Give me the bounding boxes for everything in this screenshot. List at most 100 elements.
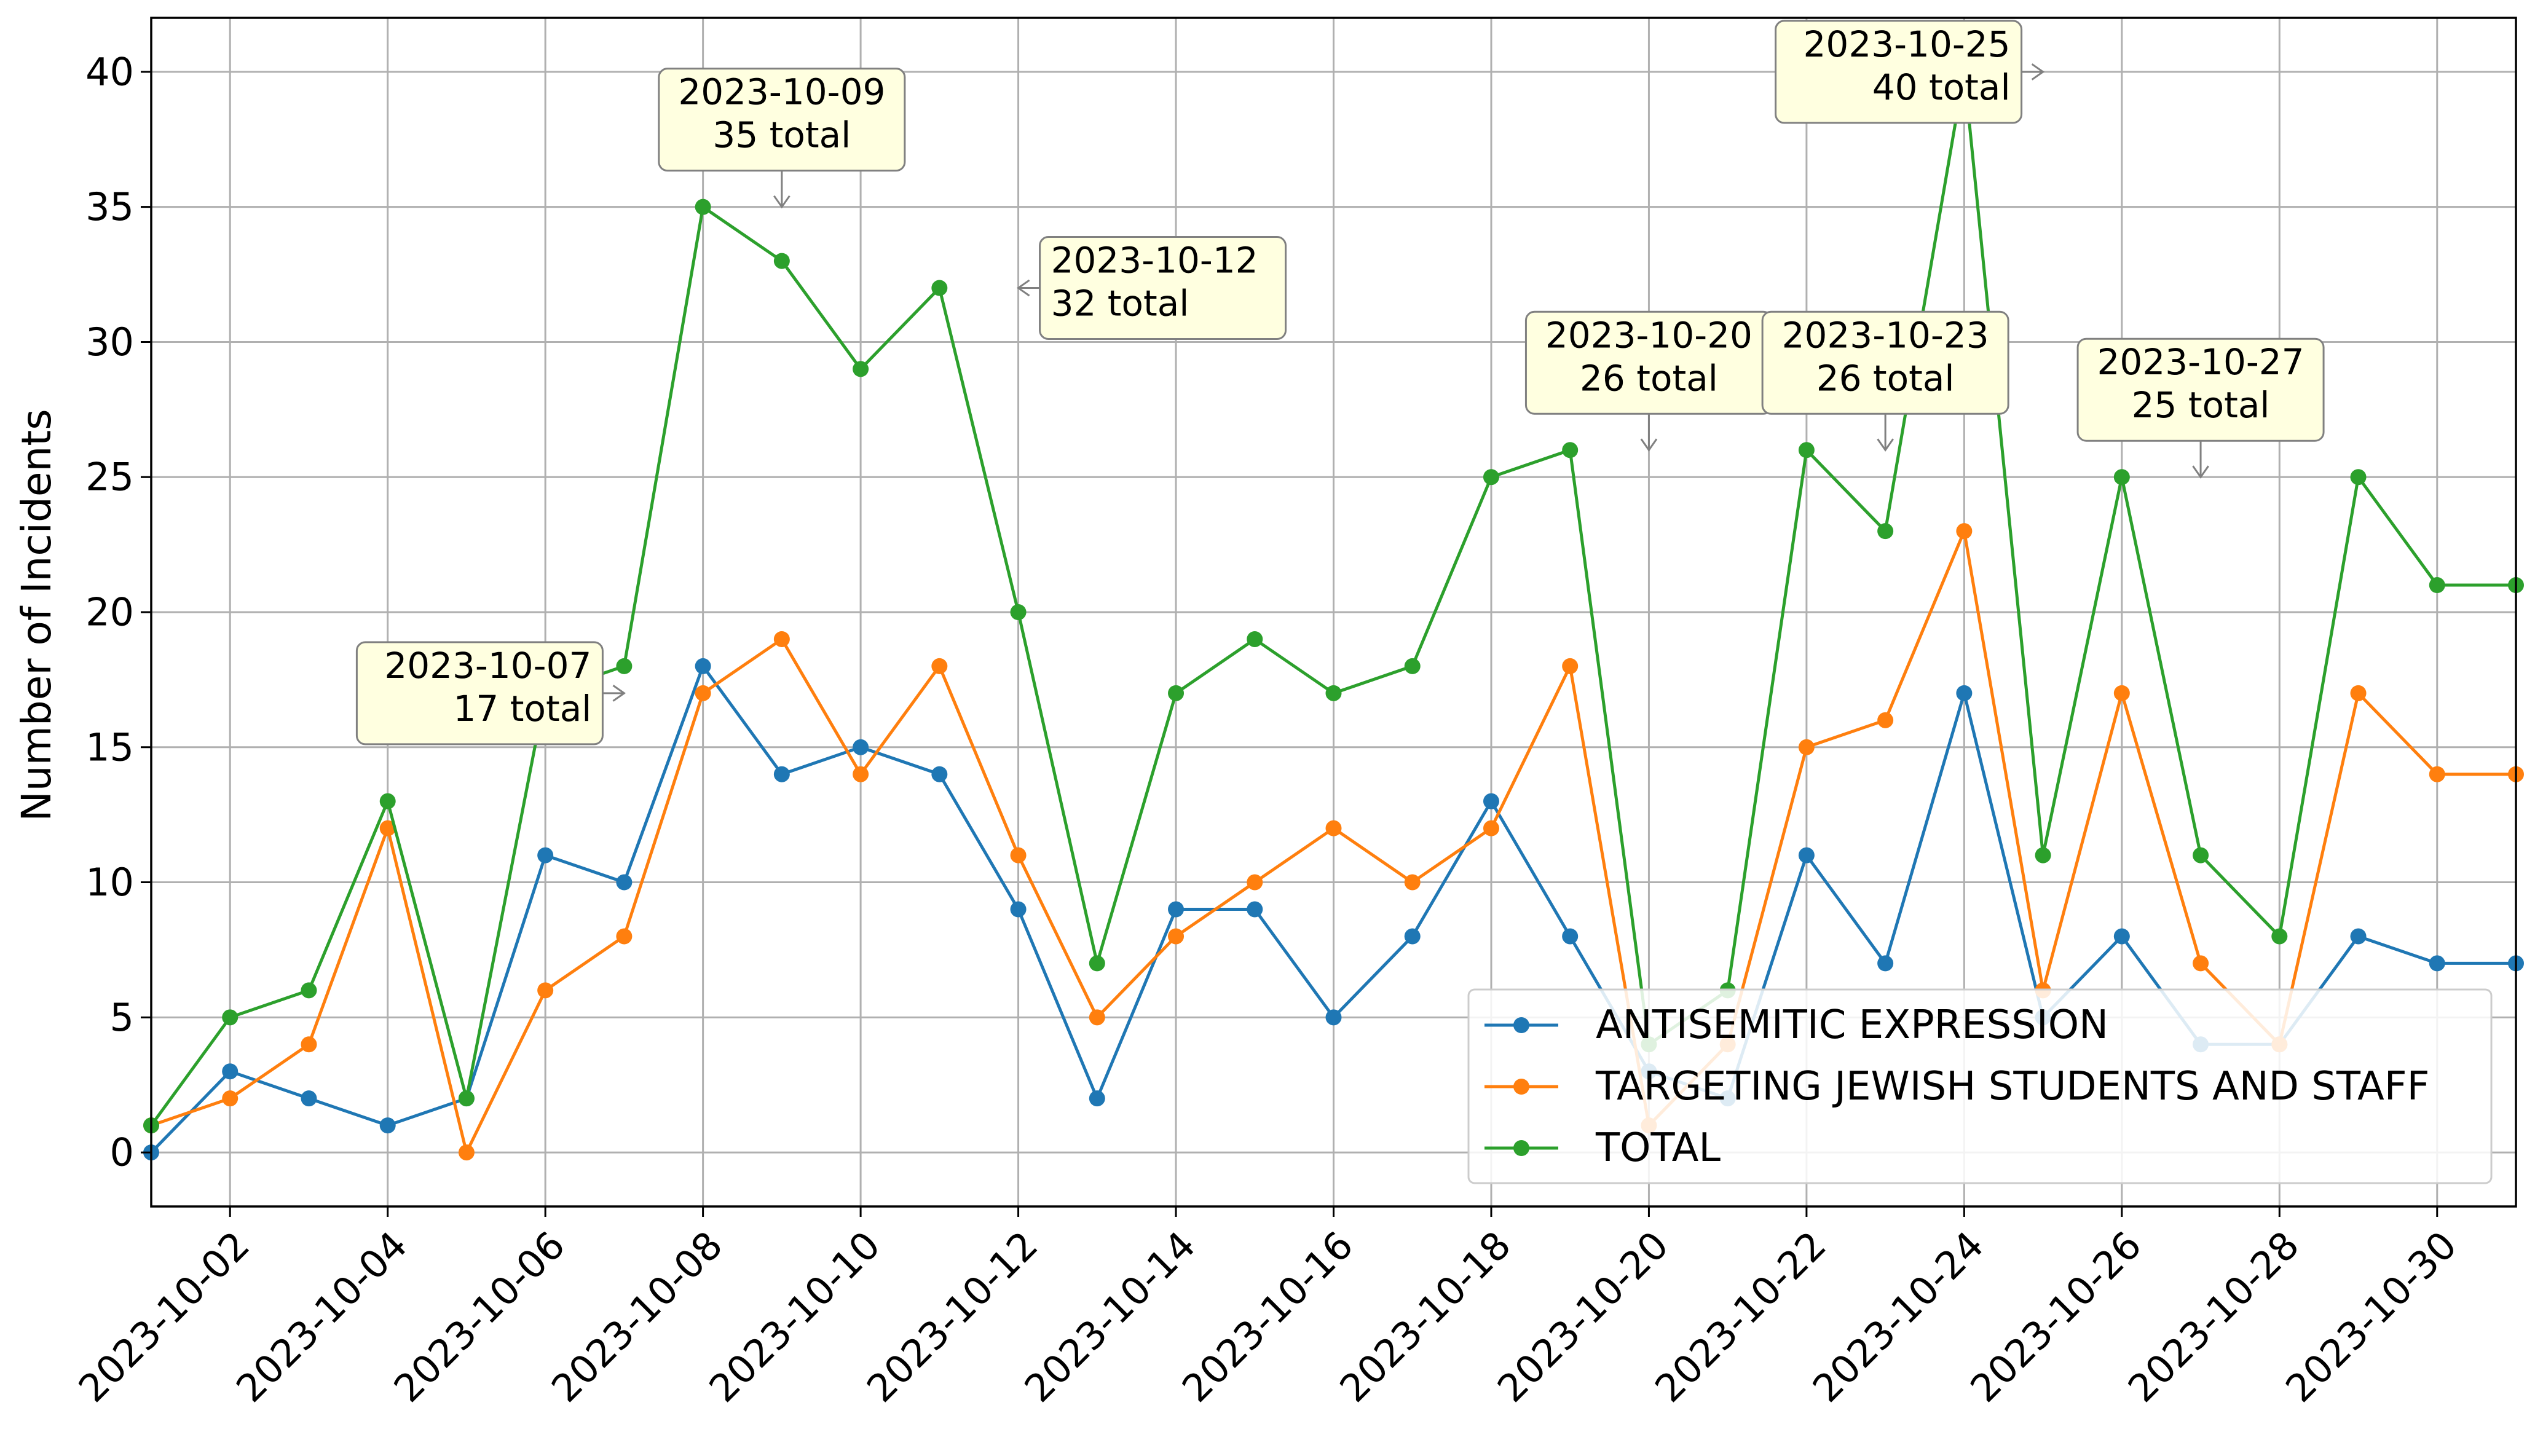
data-point: [1168, 685, 1185, 701]
data-point: [1877, 955, 1894, 972]
annotation-box: [658, 68, 906, 172]
data-point: [1956, 685, 1973, 701]
annotation-total: 26 total: [1816, 357, 1955, 399]
legend-label: TARGETING JEWISH STUDENTS AND STAFF: [1595, 1064, 2429, 1109]
data-point: [616, 658, 633, 674]
data-point: [616, 928, 633, 945]
annotation-arrowhead: [1877, 438, 1894, 452]
legend-marker: [1513, 1017, 1529, 1033]
data-point: [2350, 928, 2367, 945]
y-tick-label: 5: [110, 995, 134, 1040]
y-tick-label: 40: [85, 49, 134, 94]
annotation-total: 35 total: [712, 114, 851, 156]
data-point: [1010, 604, 1027, 620]
data-point: [1089, 955, 1105, 972]
annotation-total: 25 total: [2132, 384, 2270, 426]
data-point: [2193, 847, 2209, 864]
legend-marker: [1513, 1140, 1529, 1156]
data-point: [2429, 577, 2445, 594]
data-point: [2113, 928, 2130, 945]
data-point: [222, 1009, 239, 1026]
data-point: [2271, 928, 2288, 945]
data-point: [301, 1090, 317, 1107]
annotation-arrowhead: [1016, 279, 1030, 297]
legend: ANTISEMITIC EXPRESSION TARGETING JEWISH S…: [1467, 988, 2493, 1184]
data-point: [2429, 955, 2445, 972]
data-point: [1798, 847, 1815, 864]
data-point: [379, 793, 396, 809]
data-point: [2350, 469, 2367, 486]
data-point: [1562, 442, 1579, 458]
y-tick-label: 0: [110, 1130, 134, 1175]
y-tick-label: 15: [85, 725, 134, 769]
data-point: [2035, 847, 2051, 864]
data-point: [1562, 658, 1579, 674]
annotation-total: 40 total: [1872, 66, 2011, 108]
data-point: [1404, 874, 1421, 891]
data-point: [695, 658, 711, 674]
data-point: [1798, 442, 1815, 458]
data-point: [537, 982, 554, 999]
data-point: [1089, 1009, 1105, 1026]
y-axis-label: Number of Incidents: [13, 409, 60, 821]
data-point: [1404, 658, 1421, 674]
y-tick-label: 35: [85, 184, 134, 229]
data-point: [1404, 928, 1421, 945]
annotation-box: [1039, 236, 1287, 340]
data-point: [537, 847, 554, 864]
data-point: [1325, 1009, 1342, 1026]
data-point: [1089, 1090, 1105, 1107]
data-point: [1247, 631, 1263, 647]
data-point: [931, 658, 948, 674]
legend-box: [1467, 988, 2493, 1184]
data-point: [222, 1090, 239, 1107]
data-point: [1325, 685, 1342, 701]
annotation-date: 2023-10-23: [1782, 314, 1989, 356]
y-tick-label: 25: [85, 455, 134, 500]
data-point: [301, 1036, 317, 1053]
data-point: [301, 982, 317, 999]
annotation-arrowhead: [773, 195, 790, 209]
data-point: [931, 766, 948, 782]
data-point: [2113, 469, 2130, 486]
data-point: [1483, 820, 1499, 836]
data-point: [1168, 928, 1185, 945]
data-point: [1562, 928, 1579, 945]
data-point: [2350, 685, 2367, 701]
legend-label: ANTISEMITIC EXPRESSION: [1596, 1002, 2108, 1048]
annotation-date: 2023-10-20: [1545, 314, 1753, 356]
data-point: [379, 1117, 396, 1134]
annotation-total: 17 total: [454, 688, 592, 730]
annotation-box: [2076, 337, 2325, 442]
data-point: [695, 685, 711, 701]
y-tick-label: 20: [85, 590, 134, 635]
data-point: [1010, 901, 1027, 918]
legend-label: TOTAL: [1595, 1125, 1721, 1171]
data-point: [853, 361, 869, 377]
y-tick-label: 10: [85, 860, 134, 905]
annotation-arrowhead: [2192, 465, 2209, 479]
annotation-date: 2023-10-27: [2097, 341, 2304, 383]
legend-marker: [1513, 1079, 1529, 1095]
data-point: [1010, 847, 1027, 864]
data-point: [1483, 793, 1499, 809]
annotation-date: 2023-10-09: [678, 71, 885, 113]
data-point: [616, 874, 633, 891]
data-point: [1877, 712, 1894, 728]
data-point: [773, 631, 790, 647]
annotation-arrowhead: [2031, 63, 2045, 81]
data-point: [1247, 874, 1263, 891]
data-point: [1483, 469, 1499, 486]
data-point: [1798, 739, 1815, 755]
data-point: [379, 820, 396, 836]
data-point: [2193, 955, 2209, 972]
data-point: [1877, 523, 1894, 540]
annotation-date: 2023-10-07: [384, 645, 591, 687]
data-point: [853, 766, 869, 782]
y-tick-label: 30: [85, 320, 134, 364]
data-point: [773, 253, 790, 269]
annotation-total: 32 total: [1051, 283, 1189, 325]
data-point: [1956, 523, 1973, 540]
annotation-box: [355, 641, 604, 746]
data-point: [853, 739, 869, 755]
